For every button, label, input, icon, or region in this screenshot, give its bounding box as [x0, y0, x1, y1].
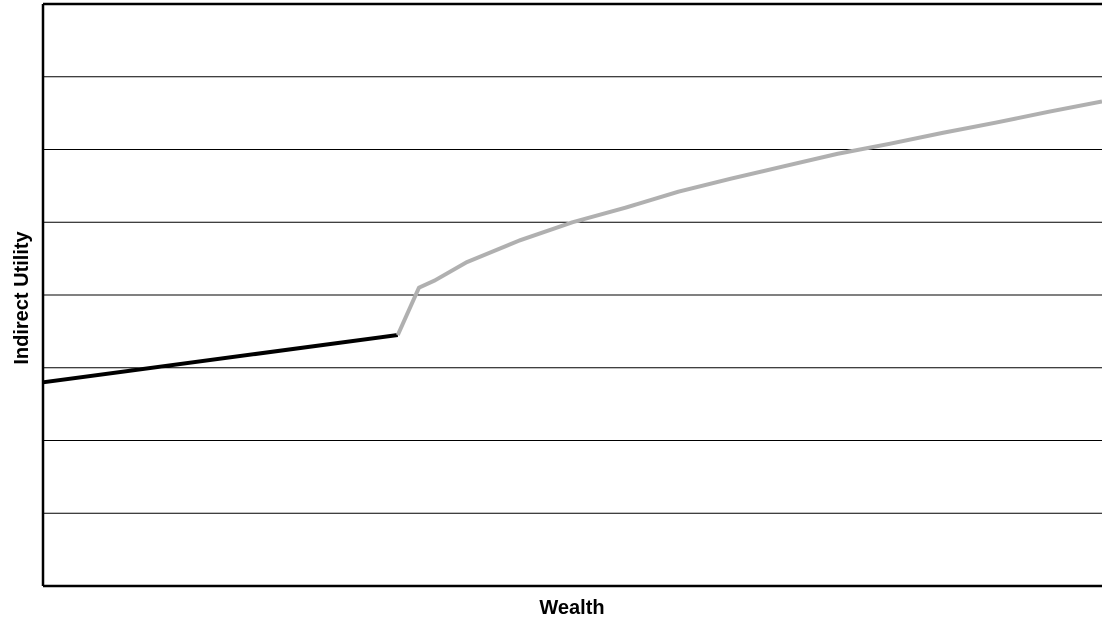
series-line-2 [395, 99, 1102, 336]
gridlines [43, 76, 1102, 514]
series-lines [42, 99, 1102, 385]
axes [41, 2, 1102, 588]
series-line-1 [42, 333, 399, 385]
y-axis-label: Indirect Utility [11, 230, 33, 364]
x-axis-label: Wealth [539, 597, 604, 619]
